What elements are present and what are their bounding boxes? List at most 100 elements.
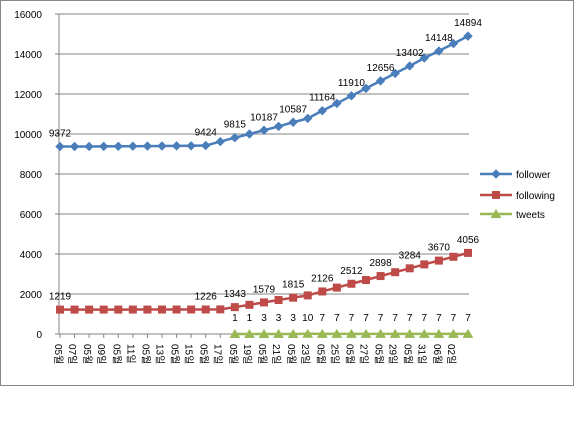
follower-point: [128, 141, 138, 151]
y-tick-label: 0: [36, 330, 42, 341]
follower-data-label: 9372: [49, 129, 72, 140]
tweets-data-label: 7: [436, 313, 442, 324]
following-point: [318, 287, 327, 296]
x-tick-month: 05월: [52, 344, 64, 364]
x-tick-label: 05월 23일: [285, 344, 311, 364]
legend-item-follower: follower: [480, 169, 551, 181]
following-data-label: 1226: [195, 291, 218, 302]
follower-point: [434, 46, 444, 56]
tweets-data-label: 7: [422, 313, 428, 324]
x-tick-month: 05월: [169, 344, 181, 364]
follower-data-label: 11910: [338, 78, 366, 89]
x-tick-month: 05월: [110, 344, 122, 364]
x-tick-label: 05월 17일: [198, 344, 224, 364]
legend-swatch-marker: [491, 169, 501, 179]
x-tick-month: 05월: [402, 344, 414, 364]
tweets-point: [316, 328, 328, 338]
tweets-data-label: 7: [363, 313, 369, 324]
following-point: [245, 300, 254, 309]
following-point: [449, 252, 458, 261]
following-point: [99, 305, 108, 314]
following-point: [464, 248, 472, 257]
following-point: [376, 272, 385, 281]
follower-point: [390, 68, 400, 79]
following-data-label: 3284: [399, 250, 422, 261]
follower-data-label: 11164: [309, 93, 336, 104]
x-tick-month: 05월: [285, 344, 297, 364]
following-point: [114, 305, 123, 314]
following-point: [230, 303, 239, 312]
tweets-data-label: 7: [349, 313, 355, 324]
following-point: [85, 305, 94, 314]
following-data-label: 1343: [224, 289, 247, 300]
follower-data-label: 14148: [425, 33, 453, 44]
follower-point: [317, 106, 327, 116]
x-tick-label: 05월 19일: [227, 344, 253, 364]
following-data-label: 2512: [340, 266, 363, 277]
y-tick-label: 8000: [20, 170, 43, 181]
x-tick-month: 05월: [81, 344, 93, 364]
legend: follower following tweets: [480, 169, 555, 221]
y-tick-label: 4000: [20, 250, 43, 261]
x-tick-day: 23일: [299, 344, 311, 364]
follower-point: [84, 141, 94, 152]
x-tick-month: 05월: [227, 344, 239, 364]
x-tick-day: 13일: [153, 344, 165, 364]
tweets-point: [462, 328, 474, 338]
follower-data-label: 10187: [250, 112, 278, 123]
follower-point: [361, 83, 371, 94]
follower-point: [55, 141, 65, 152]
tweets-point: [448, 328, 459, 338]
following-point: [347, 279, 356, 288]
follower-point: [419, 53, 429, 63]
tweets-point: [346, 328, 357, 338]
x-tick-day: 02일: [445, 344, 457, 364]
following-point: [303, 291, 312, 300]
tweets-data-label: 1: [247, 313, 253, 324]
tweets-point: [302, 328, 314, 338]
follower-point: [230, 132, 240, 143]
follower-point: [346, 91, 357, 101]
follower-point: [405, 61, 415, 71]
following-point: [391, 268, 400, 277]
following-data-label: 4056: [457, 235, 480, 246]
tweets-point: [273, 328, 284, 338]
tweets-point: [433, 328, 445, 338]
tweets-data-label: 3: [261, 313, 267, 324]
follower-point: [244, 129, 255, 139]
x-tick-day: 07일: [66, 344, 78, 364]
following-point: [405, 264, 414, 273]
y-axis-ticks: 0 2000 4000 6000 8000 10000 12000 14000 16000: [14, 10, 59, 341]
legend-label: following: [516, 191, 555, 202]
x-tick-label: 05월 15일: [169, 344, 195, 364]
tweets-data-label: 7: [392, 313, 398, 324]
follower-point: [157, 141, 167, 151]
y-tick-label: 6000: [20, 210, 43, 221]
x-tick-month: 06월: [431, 344, 443, 364]
x-tick-month: 05월: [256, 344, 268, 364]
following-point: [420, 260, 429, 269]
x-tick-day: 19일: [241, 344, 253, 364]
tweets-data-label: 7: [451, 313, 457, 324]
follower-point: [69, 141, 80, 152]
series-layer: [55, 31, 474, 338]
following-point: [332, 283, 341, 292]
follower-data-label: 10587: [279, 104, 307, 115]
x-tick-month: 05월: [139, 344, 151, 364]
tweets-data-label: 7: [334, 313, 340, 324]
x-tick-day: 17일: [212, 344, 224, 364]
x-tick-label: 05월 21일: [256, 344, 282, 364]
y-tick-label: 14000: [14, 50, 42, 61]
following-data-label: 1815: [282, 280, 305, 291]
x-tick-day: 21일: [270, 344, 282, 364]
x-tick-day: 15일: [183, 344, 195, 364]
x-tick-month: 05월: [314, 344, 326, 364]
following-point: [56, 305, 64, 314]
follower-point: [375, 76, 386, 86]
following-point: [201, 305, 210, 314]
y-tick-label: 16000: [14, 10, 42, 21]
following-point: [274, 296, 283, 304]
x-tick-month: 05월: [198, 344, 210, 364]
tweets-data-label: 10: [302, 313, 314, 324]
